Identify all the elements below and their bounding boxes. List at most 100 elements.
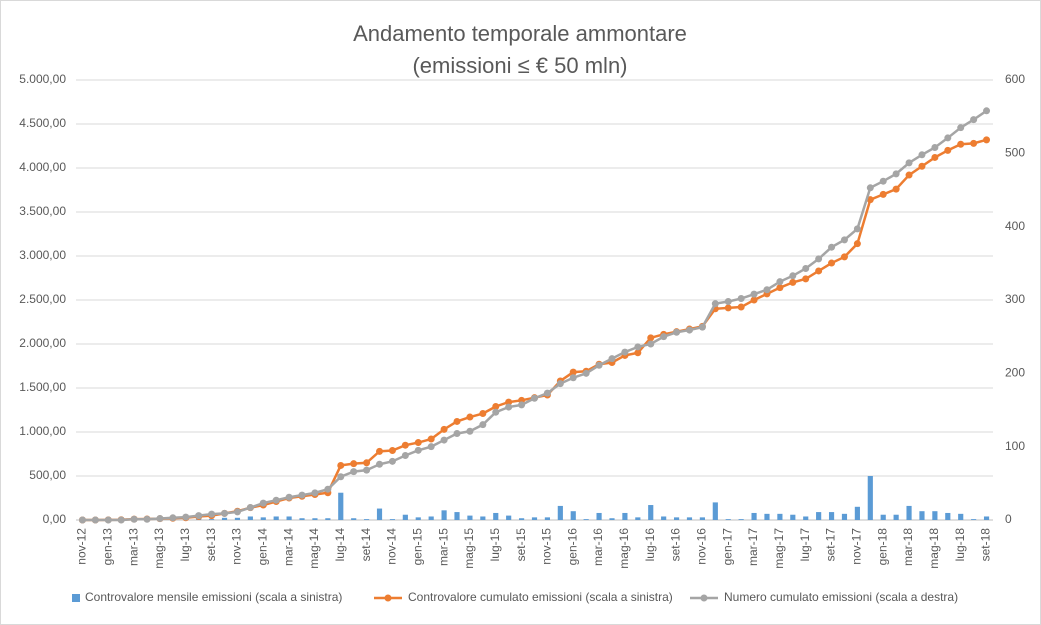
line-marker [401, 451, 409, 459]
bar [661, 516, 667, 520]
bar [557, 505, 563, 520]
y2-tick-label: 200 [1005, 366, 1025, 380]
line-marker [427, 443, 435, 451]
line-marker [466, 427, 474, 435]
bar [725, 519, 731, 520]
bar [790, 514, 796, 520]
x-tick-label: mar-14 [281, 528, 295, 566]
x-tick-label: mar-16 [591, 528, 605, 566]
line-marker [350, 460, 358, 468]
y-tick-label: 1.500,00 [19, 380, 66, 394]
x-tick-label: nov-16 [695, 528, 709, 565]
line-marker [983, 107, 991, 115]
x-tick-label: gen-17 [720, 528, 734, 566]
legend-swatch [384, 594, 392, 602]
line-marker [298, 491, 306, 499]
bar [221, 517, 228, 520]
line-marker [117, 516, 125, 524]
bar [841, 513, 848, 520]
y2-tick-label: 0 [1005, 512, 1012, 526]
line-marker [892, 170, 900, 178]
x-tick-label: set-13 [204, 528, 218, 562]
line-marker [479, 410, 487, 418]
x-tick-label: nov-13 [230, 528, 244, 565]
x-tick-label: lug-18 [953, 528, 967, 562]
line-marker [195, 512, 203, 520]
x-tick-label: lug-17 [798, 528, 812, 562]
line-marker [401, 441, 409, 449]
bar [402, 514, 408, 520]
bar [209, 519, 215, 520]
line-marker [879, 190, 887, 198]
line-marker [556, 380, 564, 388]
x-tick-label: mag-17 [772, 528, 786, 569]
bar [596, 512, 602, 520]
line-marker [711, 300, 719, 308]
bar [609, 518, 615, 520]
bar [570, 511, 576, 520]
chart-subtitle: (emissioni ≤ € 50 mln) [412, 53, 627, 78]
x-tick-label: set-18 [979, 528, 993, 562]
line-marker [78, 516, 86, 524]
line-marker [673, 328, 681, 336]
line-marker [750, 290, 758, 298]
line-marker [918, 151, 926, 159]
line-marker [608, 355, 616, 363]
line-marker [208, 510, 216, 518]
line-marker [259, 499, 267, 507]
x-tick-label: nov-15 [540, 528, 554, 565]
line-marker [724, 304, 732, 312]
bar [351, 518, 357, 520]
line-marker [685, 326, 693, 334]
bar [260, 517, 266, 520]
y-tick-label: 500,00 [29, 468, 66, 482]
line-marker [776, 278, 784, 286]
line-marker [815, 255, 823, 263]
x-tick-label: set-14 [359, 528, 373, 562]
line-marker [970, 116, 978, 124]
line-marker [905, 171, 913, 179]
bar [299, 518, 305, 520]
line-marker [272, 496, 280, 504]
line-marker [505, 398, 513, 406]
bar [376, 508, 383, 520]
line-marker [246, 504, 254, 512]
x-tick-label: lug-16 [643, 528, 657, 562]
x-tick-label: gen-16 [565, 528, 579, 566]
legend-swatch [72, 594, 80, 602]
line-marker [104, 516, 112, 524]
bar [338, 492, 344, 520]
line-marker [582, 369, 590, 377]
line-marker [350, 468, 358, 476]
bar [441, 510, 447, 520]
line-marker [569, 374, 577, 382]
y2-tick-label: 400 [1005, 219, 1025, 233]
line-marker [388, 457, 396, 465]
bar [635, 517, 641, 520]
line-marker [91, 516, 99, 524]
bar [816, 512, 822, 520]
line-marker [737, 295, 745, 303]
line-marker [815, 267, 823, 275]
x-tick-label: set-17 [824, 528, 838, 562]
x-tick-label: mar-15 [436, 528, 450, 566]
bar [893, 514, 899, 520]
bar [247, 516, 253, 520]
line-marker [363, 466, 371, 474]
bar [880, 514, 886, 520]
x-tick-label: mag-16 [617, 528, 631, 569]
line-marker [621, 348, 629, 356]
line-marker [789, 278, 797, 286]
bar [919, 511, 925, 520]
bar [906, 505, 912, 520]
line-marker [233, 508, 241, 516]
line-marker [802, 275, 810, 283]
line-marker [647, 340, 655, 348]
line-marker [828, 243, 836, 251]
bar [699, 517, 705, 520]
bar [389, 519, 396, 520]
bar [506, 515, 512, 520]
line-marker [750, 296, 758, 304]
line-marker [569, 368, 577, 376]
line-marker [505, 403, 513, 411]
